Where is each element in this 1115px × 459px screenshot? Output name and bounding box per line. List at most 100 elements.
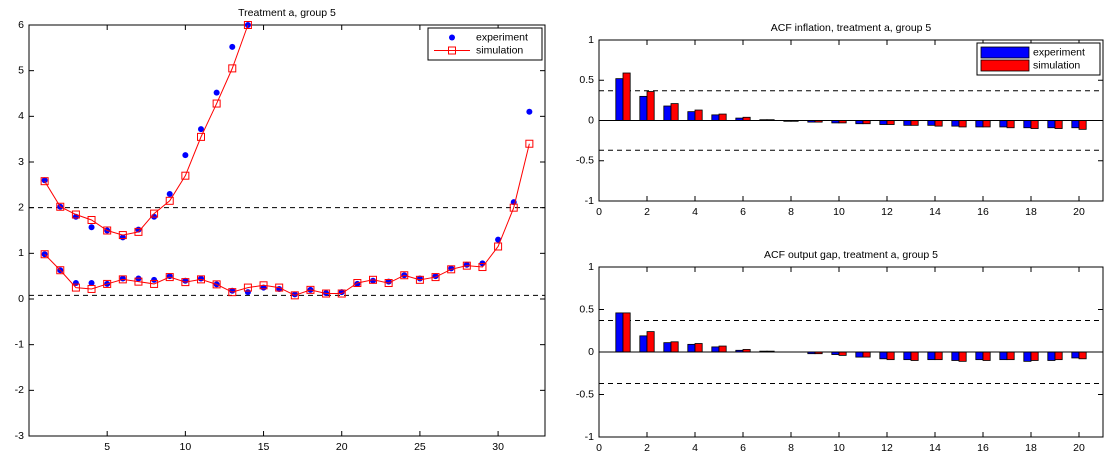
point	[87, 284, 96, 293]
y-tick-label: -0.5	[576, 155, 594, 167]
bar	[982, 120, 991, 128]
panel: Treatment a, group 55 10 15 20 25 30-3-2-1012…	[15, 7, 546, 453]
bar	[927, 120, 936, 126]
point	[229, 287, 236, 294]
point	[415, 275, 424, 284]
point	[431, 273, 440, 282]
y-tick-label: 0	[588, 346, 594, 358]
bar	[694, 343, 703, 353]
point	[228, 64, 237, 73]
bar	[1054, 351, 1063, 361]
point	[198, 126, 204, 133]
bar	[646, 331, 655, 353]
bar	[622, 72, 631, 121]
point	[88, 224, 95, 231]
x-tick-label: 16	[977, 206, 989, 218]
point	[447, 265, 456, 274]
point	[525, 139, 534, 148]
x-tick-label: 20	[336, 441, 348, 453]
point	[462, 261, 471, 270]
x-tick-label: 18	[1025, 206, 1037, 218]
bar	[934, 120, 943, 127]
point	[88, 280, 95, 287]
y-tick-label: 1	[588, 34, 594, 46]
point	[41, 177, 48, 184]
point	[495, 236, 502, 243]
point	[197, 132, 205, 141]
point	[322, 289, 331, 298]
y-tick-label: 4	[18, 110, 24, 122]
y-tick-label: 1	[18, 247, 24, 259]
x-tick-label: 30	[492, 441, 504, 453]
point	[181, 278, 190, 287]
y-tick-label: 0.5	[579, 303, 594, 315]
point	[40, 177, 49, 186]
x-tick-label: 0	[596, 206, 602, 218]
point	[166, 190, 173, 197]
point	[165, 196, 174, 205]
bar	[711, 114, 720, 121]
bar	[718, 113, 727, 121]
chart-title: ACF inflation, treatment a, group 5	[771, 22, 932, 34]
bar	[886, 351, 895, 361]
bar	[646, 91, 655, 121]
x-tick-label: 25	[414, 441, 426, 453]
bar	[903, 351, 912, 361]
x-tick-label: 10	[833, 206, 845, 218]
legend-label: experiment	[476, 31, 528, 43]
bar	[1054, 120, 1063, 129]
bar	[975, 351, 984, 361]
point	[291, 291, 298, 298]
bar	[1030, 120, 1039, 129]
x-tick-label: 8	[788, 206, 794, 218]
point	[229, 43, 236, 50]
point	[56, 202, 65, 211]
point	[369, 275, 377, 284]
point	[118, 231, 127, 240]
bar	[982, 351, 991, 361]
point	[87, 215, 96, 224]
point	[228, 288, 237, 297]
bar	[1047, 351, 1056, 361]
y-tick-label: -1	[585, 431, 594, 443]
y-tick-label: 1	[588, 261, 594, 273]
point	[71, 283, 80, 292]
x-tick-label: 2	[644, 442, 650, 454]
point	[197, 275, 205, 284]
legend-label: simulation	[476, 44, 523, 56]
bar	[862, 351, 871, 358]
y-tick-label: -1	[585, 195, 594, 207]
bar	[694, 109, 703, 121]
bar	[615, 78, 624, 121]
bar	[838, 351, 847, 356]
point	[290, 291, 299, 300]
x-tick-label: 15	[258, 441, 270, 453]
point	[370, 277, 376, 284]
x-tick-label: 4	[692, 206, 698, 218]
bar	[975, 120, 984, 128]
point	[509, 203, 518, 212]
bar	[951, 351, 960, 361]
x-tick-label: 0	[596, 442, 602, 454]
panel: ACF output gap, treatment a, group 5 0 2 4 6…	[576, 249, 1104, 454]
bar	[1078, 351, 1087, 360]
bar	[622, 312, 631, 353]
x-tick-label: 12	[881, 442, 893, 454]
bar	[1023, 351, 1032, 362]
bar	[1047, 120, 1056, 129]
point	[494, 242, 503, 251]
point	[151, 276, 158, 283]
point	[243, 283, 252, 292]
bar	[910, 351, 919, 361]
point	[150, 279, 159, 288]
point	[275, 283, 284, 292]
bar	[886, 120, 895, 125]
x-tick-label: 14	[929, 206, 941, 218]
point	[244, 289, 251, 296]
bar	[718, 345, 727, 353]
x-tick-label: 10	[180, 441, 192, 453]
bar	[1023, 120, 1032, 129]
chart-title: Treatment a, group 5	[238, 7, 336, 19]
